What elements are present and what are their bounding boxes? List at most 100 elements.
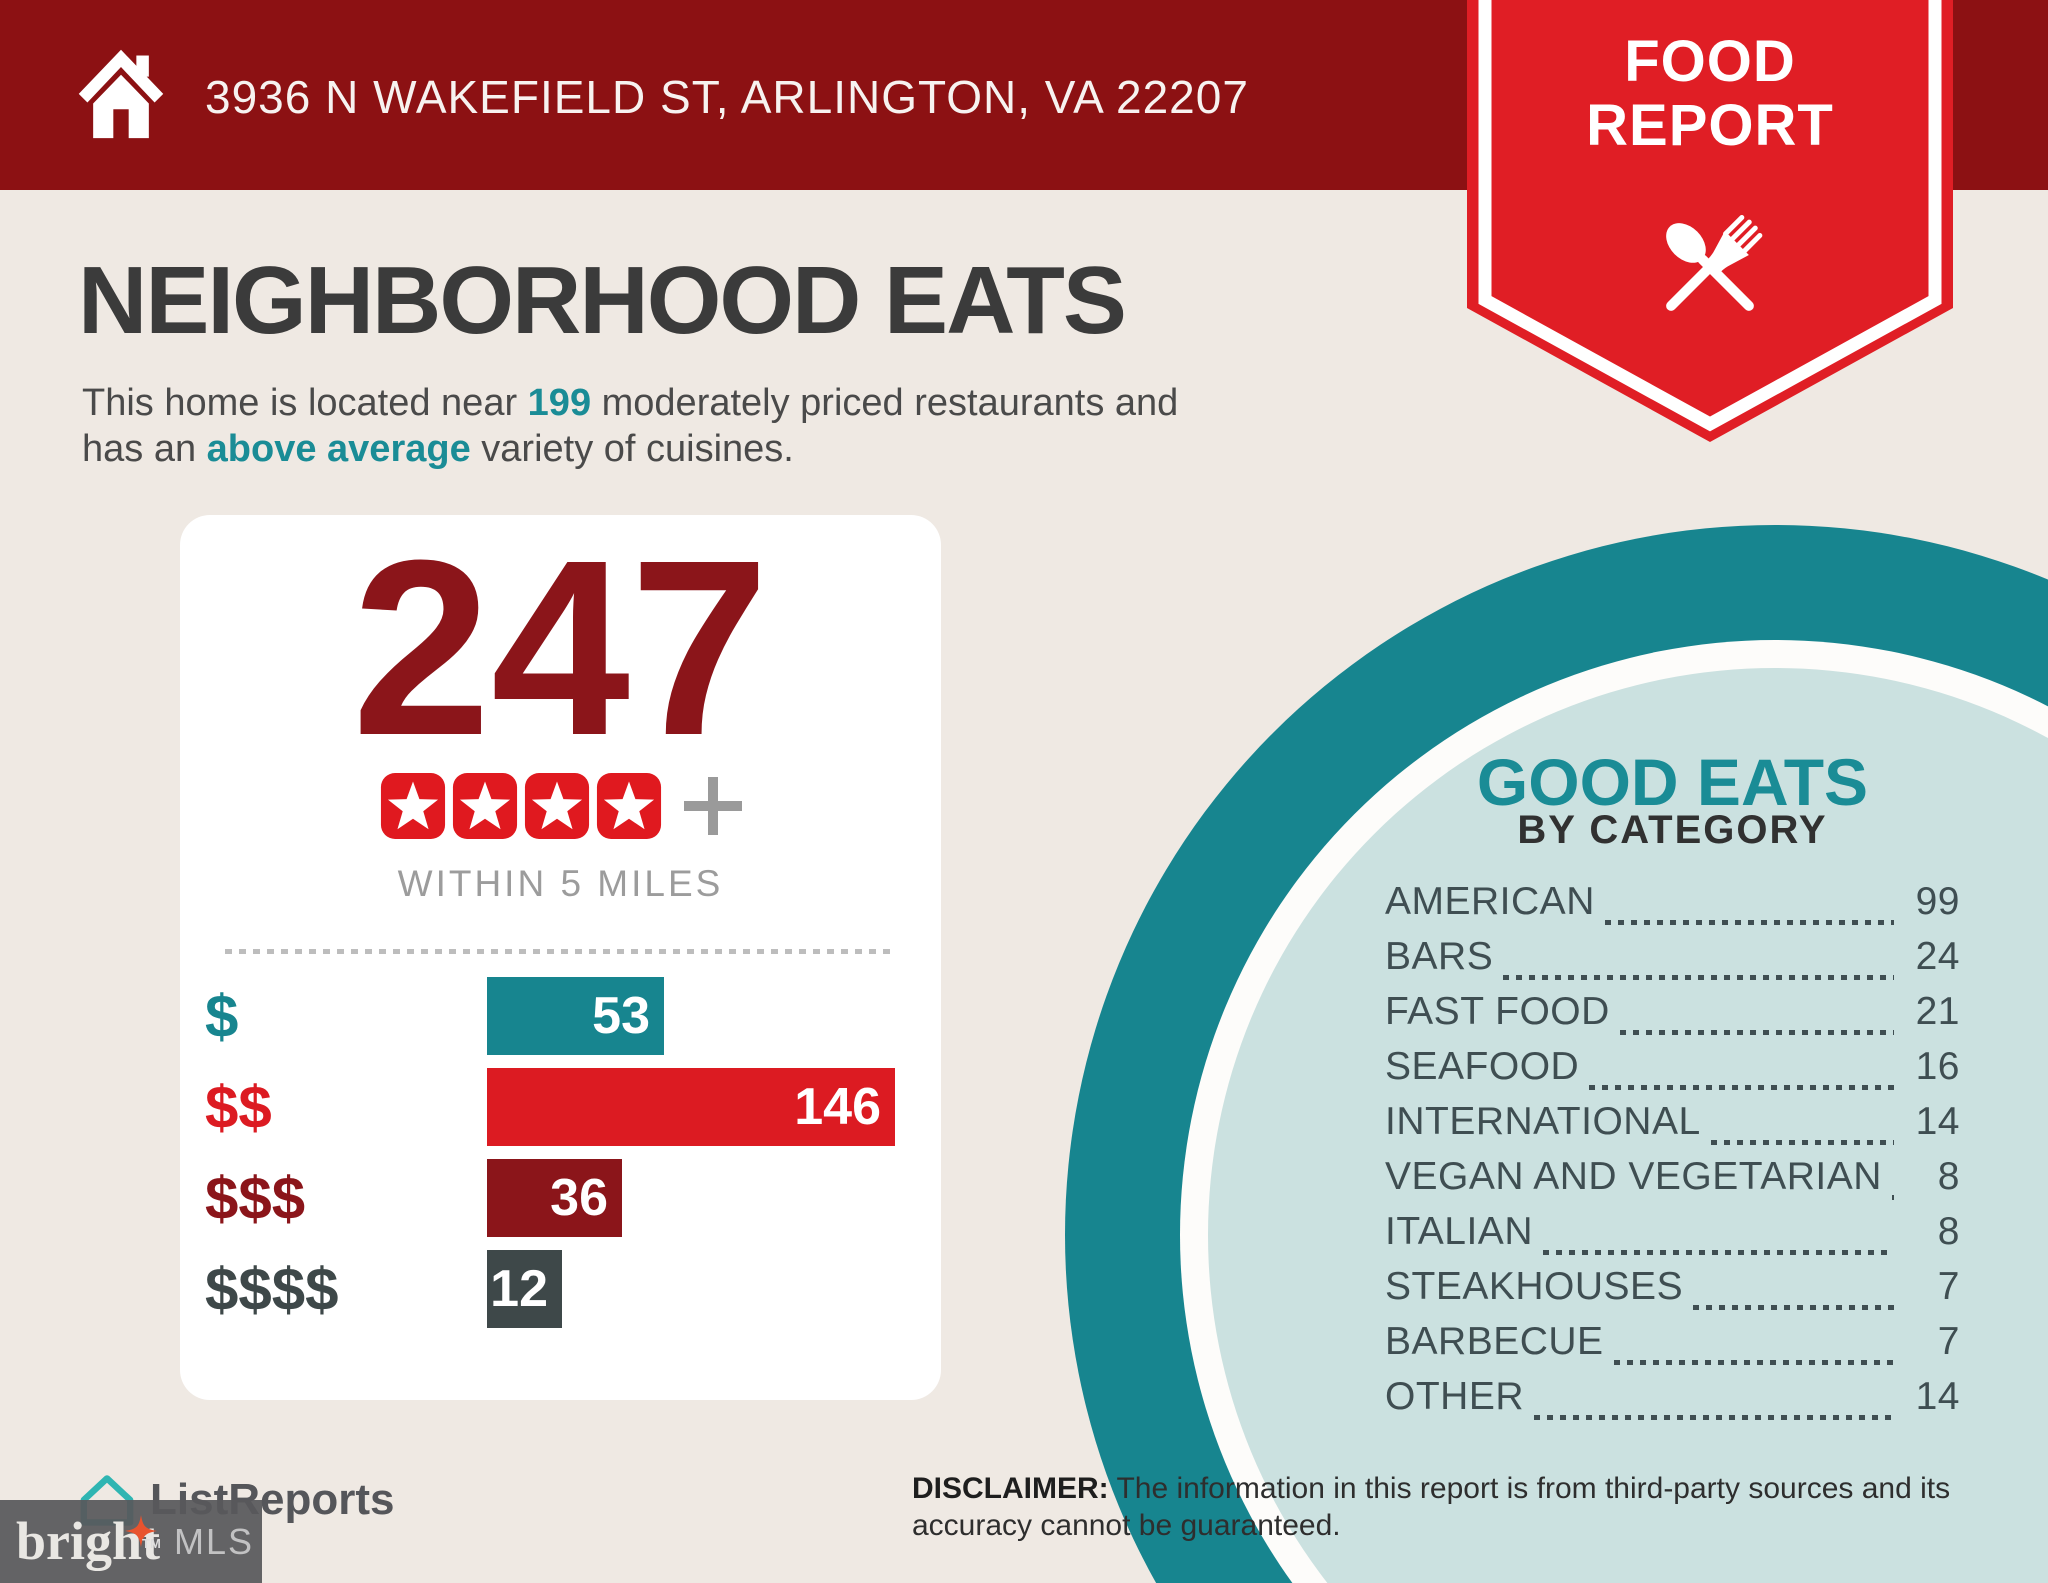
sparkle-icon xyxy=(125,1515,157,1547)
category-label: BARS xyxy=(1385,935,1494,978)
category-value: 7 xyxy=(1937,1265,1960,1308)
dashed-divider xyxy=(225,949,896,954)
category-list: AMERICAN 99 BARS 24 FAST FOOD 21 SEAFOOD… xyxy=(1385,880,1960,1430)
disclaimer-label: DISCLAIMER: xyxy=(912,1472,1109,1505)
price-tier-label: $ xyxy=(205,982,239,1050)
star-icon xyxy=(452,773,517,839)
ribbon-title-line1: FOOD xyxy=(1624,29,1796,94)
dotted-leader xyxy=(1604,920,1894,925)
page-subtitle: This home is located near 199 moderately… xyxy=(82,380,1178,472)
dotted-leader xyxy=(1589,1085,1894,1090)
category-row: ITALIAN 8 xyxy=(1385,1210,1960,1265)
category-label: OTHER xyxy=(1385,1375,1524,1418)
price-bar-value: 146 xyxy=(794,1078,881,1136)
trademark-symbol: TM xyxy=(142,1536,161,1551)
category-label: VEGAN AND VEGETARIAN xyxy=(1385,1155,1882,1198)
ribbon-shape xyxy=(1467,0,1953,442)
price-bar: 53 xyxy=(487,977,664,1055)
category-value: 7 xyxy=(1937,1320,1960,1363)
category-value: 14 xyxy=(1915,1375,1960,1418)
dotted-leader xyxy=(1503,975,1894,980)
dotted-leader xyxy=(1613,1360,1894,1365)
price-bar-row: $$$$ 12 xyxy=(205,1250,916,1328)
category-row: INTERNATIONAL 14 xyxy=(1385,1100,1960,1155)
star-icons xyxy=(380,773,662,839)
category-label: FAST FOOD xyxy=(1385,990,1610,1033)
category-label: SEAFOOD xyxy=(1385,1045,1580,1088)
price-tier-label: $$ xyxy=(205,1073,272,1141)
price-bar-track: 36 xyxy=(487,1159,916,1237)
home-icon xyxy=(78,49,164,139)
restaurant-count: 199 xyxy=(527,382,592,424)
star-icon xyxy=(596,773,661,839)
dotted-leader xyxy=(1542,1250,1894,1255)
disclaimer-line2: accuracy cannot be guaranteed. xyxy=(912,1509,1341,1542)
price-bar-value: 53 xyxy=(592,987,650,1045)
category-row: BARBECUE 7 xyxy=(1385,1320,1960,1375)
price-bar-value: 12 xyxy=(490,1260,548,1318)
category-label: ITALIAN xyxy=(1385,1210,1533,1253)
category-row: SEAFOOD 16 xyxy=(1385,1045,1960,1100)
price-bar: 36 xyxy=(487,1159,622,1237)
price-bar-row: $$ 146 xyxy=(205,1068,916,1146)
disclaimer: DISCLAIMER: The information in this repo… xyxy=(912,1470,1950,1544)
category-value: 16 xyxy=(1915,1045,1960,1088)
category-label: BARBECUE xyxy=(1385,1320,1604,1363)
dotted-leader xyxy=(1891,1195,1894,1200)
category-value: 14 xyxy=(1915,1100,1960,1143)
category-row: STEAKHOUSES 7 xyxy=(1385,1265,1960,1320)
bright-wordmark: bright TM xyxy=(16,1500,161,1583)
food-report-ribbon: FOOD REPORT xyxy=(1467,0,1953,444)
category-value: 8 xyxy=(1937,1210,1960,1253)
property-address: 3936 N WAKEFIELD ST, ARLINGTON, VA 22207 xyxy=(205,71,1249,123)
dotted-leader xyxy=(1693,1305,1894,1310)
subtitle-text-4: variety of cuisines. xyxy=(470,428,794,470)
price-bar-track: 12 xyxy=(487,1250,916,1328)
subtitle-text-3: has an xyxy=(82,428,207,470)
price-bar-row: $$$ 36 xyxy=(205,1159,916,1237)
price-bar-track: 53 xyxy=(487,977,916,1055)
price-tier-label: $$$ xyxy=(205,1164,306,1232)
category-value: 99 xyxy=(1915,880,1960,923)
category-label: STEAKHOUSES xyxy=(1385,1265,1684,1308)
price-bar-value: 36 xyxy=(550,1169,608,1227)
star-rating xyxy=(180,773,941,839)
subtitle-text-1: This home is located near xyxy=(82,382,528,424)
category-label: INTERNATIONAL xyxy=(1385,1100,1701,1143)
crossed-spoon-fork-icon xyxy=(1666,215,1763,311)
category-value: 8 xyxy=(1937,1155,1960,1198)
plus-icon xyxy=(683,777,742,835)
price-tier-label: $$$$ xyxy=(205,1255,339,1323)
dotted-leader xyxy=(1710,1140,1894,1145)
variety-highlight: above average xyxy=(206,428,471,470)
subtitle-text-2: moderately priced restaurants and xyxy=(591,382,1179,424)
mls-label: MLS xyxy=(174,1520,255,1562)
category-row: AMERICAN 99 xyxy=(1385,880,1960,935)
disclaimer-line1: The information in this report is from t… xyxy=(1108,1472,1951,1505)
category-row: OTHER 14 xyxy=(1385,1375,1960,1430)
total-restaurants: 247 xyxy=(351,508,770,787)
dotted-leader xyxy=(1534,1415,1894,1420)
star-icon xyxy=(380,773,445,839)
radius-caption: WITHIN 5 MILES xyxy=(397,863,724,904)
price-bar-row: $ 53 xyxy=(205,977,916,1055)
star-icon xyxy=(524,773,589,839)
restaurant-stats-card: 247 WITHIN 5 MILES $ 53 xyxy=(180,515,941,1400)
category-row: FAST FOOD 21 xyxy=(1385,990,1960,1045)
page-title: NEIGHBORHOOD EATS xyxy=(78,247,1127,354)
dotted-leader xyxy=(1619,1030,1894,1035)
category-row: VEGAN AND VEGETARIAN 8 xyxy=(1385,1155,1960,1210)
category-value: 24 xyxy=(1915,935,1960,978)
good-eats-subtitle: BY CATEGORY xyxy=(1517,808,1828,852)
category-label: AMERICAN xyxy=(1385,880,1595,923)
ribbon-title: FOOD REPORT xyxy=(1467,30,1953,158)
price-bar: 12 xyxy=(487,1250,562,1328)
good-eats-title: GOOD EATS xyxy=(1476,745,1869,819)
price-bar: 146 xyxy=(487,1068,895,1146)
bright-mls-logo: bright TM MLS xyxy=(0,1500,262,1583)
price-bar-chart: $ 53 $$ 146 $$$ 36 $$$$ 12 xyxy=(205,977,916,1341)
category-value: 21 xyxy=(1915,990,1960,1033)
category-row: BARS 24 xyxy=(1385,935,1960,990)
ribbon-title-line2: REPORT xyxy=(1586,93,1834,158)
